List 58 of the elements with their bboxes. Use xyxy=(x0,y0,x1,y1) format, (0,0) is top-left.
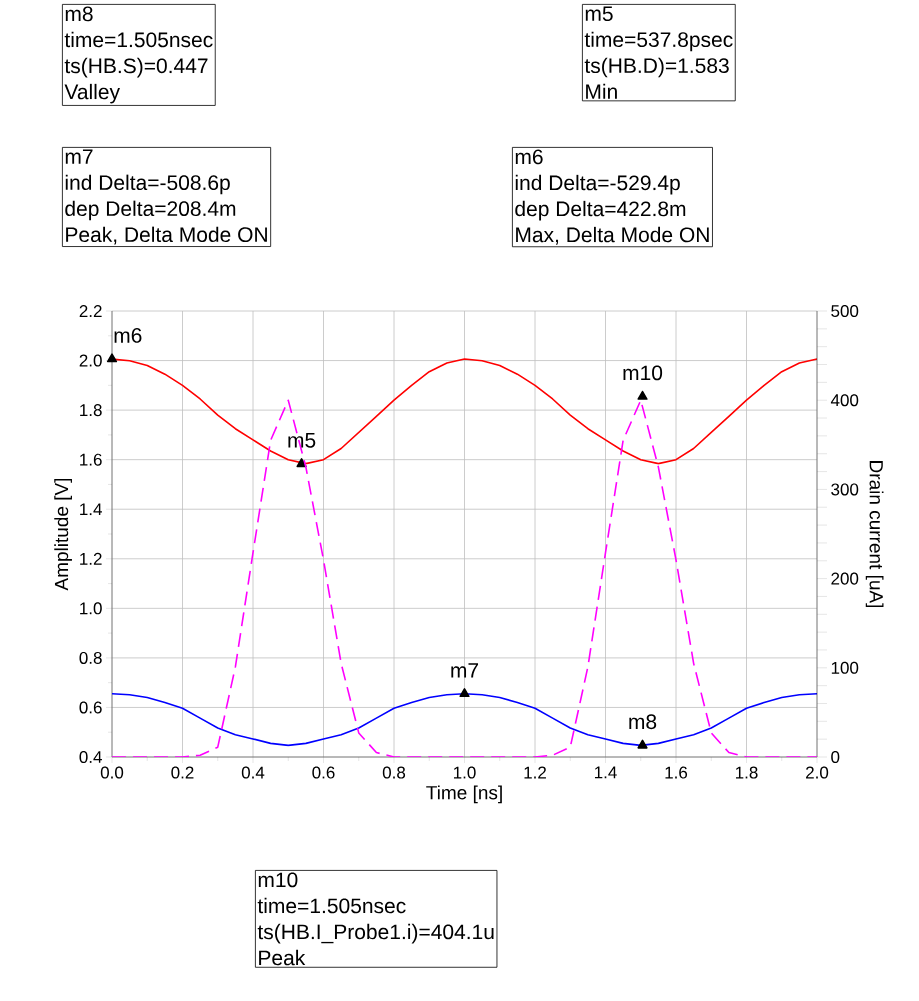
x-tick-label: 0.0 xyxy=(100,766,124,779)
y2-axis-title: Drain current [uA] xyxy=(865,461,884,608)
y-tick-label: 1.0 xyxy=(80,602,102,615)
y2-tick-label: 500 xyxy=(831,304,859,318)
y2-tick-label: 200 xyxy=(831,572,859,585)
text: m7 xyxy=(65,149,93,164)
text: time=1.505nsec xyxy=(257,897,406,914)
y2-tick-label: 400 xyxy=(830,394,859,407)
annotation: m6 xyxy=(114,328,142,343)
x-tick-label: 0.6 xyxy=(312,766,335,779)
annotation: m10 xyxy=(623,365,663,381)
text: dep Delta=208.4m xyxy=(65,200,236,221)
y-tick-label: 2.0 xyxy=(79,354,102,367)
text: Valley xyxy=(64,83,120,104)
y-tick-label: 0.4 xyxy=(79,750,102,764)
text: time=1.505nsec xyxy=(64,31,213,48)
y-axis-title: Amplitude [V] xyxy=(54,478,72,591)
point xyxy=(106,353,118,363)
x-tick-label: 1.0 xyxy=(453,766,476,779)
text: ts(HB.D)=1.583 xyxy=(584,57,729,78)
y-tick-label: 1.4 xyxy=(80,503,102,516)
y-tick-label: 1.8 xyxy=(80,404,102,417)
y2-tick-label: 100 xyxy=(831,661,859,674)
text: ts(HB.S)=0.447 xyxy=(64,57,208,78)
y-tick-label: 2.2 xyxy=(79,305,102,317)
text: m10 xyxy=(258,872,298,888)
x-axis-title: Time [ns] xyxy=(426,785,502,804)
text: ind Delta=-508.6p xyxy=(65,174,230,195)
text: Peak, Delta Mode ON xyxy=(66,226,267,245)
x-tick-label: 0.8 xyxy=(382,766,406,779)
text: ind Delta=-529.4p xyxy=(515,174,680,195)
text: m6 xyxy=(515,149,543,165)
x-tick-label: 0.2 xyxy=(171,766,194,779)
y2-tick-label: 0 xyxy=(831,750,840,764)
x-tick-label: 0.4 xyxy=(241,766,265,779)
y-tick-label: 1.2 xyxy=(80,552,102,565)
text: m8 xyxy=(65,6,93,22)
y-tick-label: 0.8 xyxy=(79,651,102,664)
x-tick-label: 1.6 xyxy=(665,766,688,779)
x-tick-label: 1.2 xyxy=(524,766,546,779)
y2-tick-label: 300 xyxy=(831,483,859,496)
text: Max, Delta Mode ON xyxy=(516,226,709,245)
text: Peak xyxy=(259,949,306,966)
text: Min xyxy=(586,83,617,99)
y-tick-label: 0.6 xyxy=(79,701,102,714)
annotation: m5 xyxy=(288,433,316,448)
text: m5 xyxy=(585,6,613,22)
x-tick-label: 2.0 xyxy=(806,766,829,779)
annotation: m7 xyxy=(451,663,479,678)
text: ts(HB.I_Probe1.i)=404.1u xyxy=(257,923,494,944)
x-tick-label: 1.4 xyxy=(594,766,617,779)
text: time=537.8psec xyxy=(584,31,733,52)
x-tick-label: 1.8 xyxy=(735,766,758,779)
point xyxy=(637,739,648,749)
annotation: m8 xyxy=(629,714,657,730)
text: dep Delta=422.8m xyxy=(515,200,686,221)
y-tick-label: 1.6 xyxy=(80,453,102,466)
point xyxy=(459,688,470,698)
